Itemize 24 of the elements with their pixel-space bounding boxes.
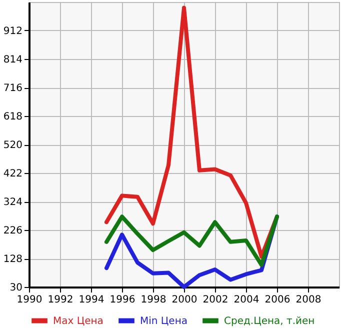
y-tick-label: 618 xyxy=(3,112,22,122)
line-series xyxy=(104,214,279,267)
x-tick-label: 1992 xyxy=(48,294,74,306)
x-tick-label: 2000 xyxy=(172,294,198,306)
y-tick-label: 30 xyxy=(10,282,22,294)
x-tick-label: 1996 xyxy=(110,294,136,306)
y-tick-label: 128 xyxy=(3,254,22,265)
y-tick-label: 716 xyxy=(3,83,22,94)
y-tick-label: 422 xyxy=(3,168,22,180)
x-tick-label: 2008 xyxy=(296,294,322,306)
x-tick-label: 1990 xyxy=(16,294,42,306)
legend-label: Max Цена xyxy=(53,316,104,327)
y-tick-label: 912 xyxy=(3,26,22,37)
y-tick-label: 814 xyxy=(3,54,22,66)
x-tick-label: 2006 xyxy=(264,294,290,306)
x-tick-label: 2002 xyxy=(202,294,228,306)
y-tick-label: 226 xyxy=(3,226,22,236)
legend-label: Min Цена xyxy=(140,316,188,327)
x-tick-label: 1998 xyxy=(140,294,166,306)
x-tick-label: 2004 xyxy=(234,294,260,306)
legend-label: Сред.Цена, т.йен xyxy=(224,316,315,327)
y-tick-label: 520 xyxy=(3,140,22,151)
y-tick-label: 324 xyxy=(3,197,22,208)
x-tick-label: 1994 xyxy=(78,294,104,306)
